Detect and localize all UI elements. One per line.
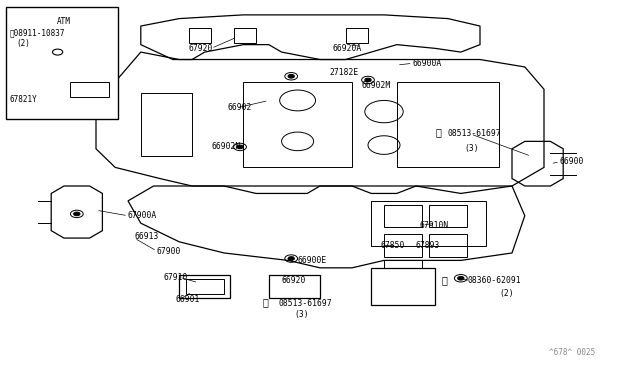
Text: 66913: 66913 — [134, 232, 159, 241]
Text: 67900A: 67900A — [128, 211, 157, 220]
Text: 66920: 66920 — [282, 276, 306, 285]
FancyBboxPatch shape — [6, 7, 118, 119]
Text: 66920A: 66920A — [333, 44, 362, 53]
Circle shape — [74, 212, 80, 216]
Text: 67893: 67893 — [416, 241, 440, 250]
Text: 66902: 66902 — [227, 103, 252, 112]
Text: Ⓢ: Ⓢ — [262, 297, 269, 307]
Text: ATM: ATM — [57, 17, 71, 26]
Text: ^678^ 0025: ^678^ 0025 — [549, 348, 595, 357]
Text: 67900: 67900 — [157, 247, 181, 256]
Circle shape — [237, 145, 243, 149]
Circle shape — [458, 276, 464, 280]
Text: 66902N: 66902N — [211, 142, 241, 151]
Circle shape — [288, 74, 294, 78]
Text: 27182E: 27182E — [330, 68, 359, 77]
Text: Ⓢ: Ⓢ — [435, 127, 442, 137]
Text: (3): (3) — [294, 310, 309, 319]
Text: ⓝ08911-10837: ⓝ08911-10837 — [10, 28, 65, 37]
Text: (2): (2) — [499, 289, 514, 298]
Text: 67910N: 67910N — [419, 221, 449, 230]
Text: 08513-61697: 08513-61697 — [448, 129, 502, 138]
Text: 67910: 67910 — [163, 273, 188, 282]
Text: 67850: 67850 — [381, 241, 405, 250]
Text: 66902M: 66902M — [362, 81, 391, 90]
Text: 67920: 67920 — [189, 44, 213, 53]
Text: 67821Y: 67821Y — [10, 95, 37, 104]
Circle shape — [288, 257, 294, 260]
Circle shape — [365, 78, 371, 82]
Text: (3): (3) — [464, 144, 479, 153]
Text: 08360-62091: 08360-62091 — [467, 276, 521, 285]
Text: 66900A: 66900A — [413, 59, 442, 68]
Text: 66900: 66900 — [560, 157, 584, 166]
Text: 66901: 66901 — [176, 295, 200, 304]
Text: 66900E: 66900E — [298, 256, 327, 265]
Text: Ⓢ: Ⓢ — [442, 275, 448, 285]
Text: 08513-61697: 08513-61697 — [278, 299, 332, 308]
Text: (2): (2) — [16, 39, 30, 48]
